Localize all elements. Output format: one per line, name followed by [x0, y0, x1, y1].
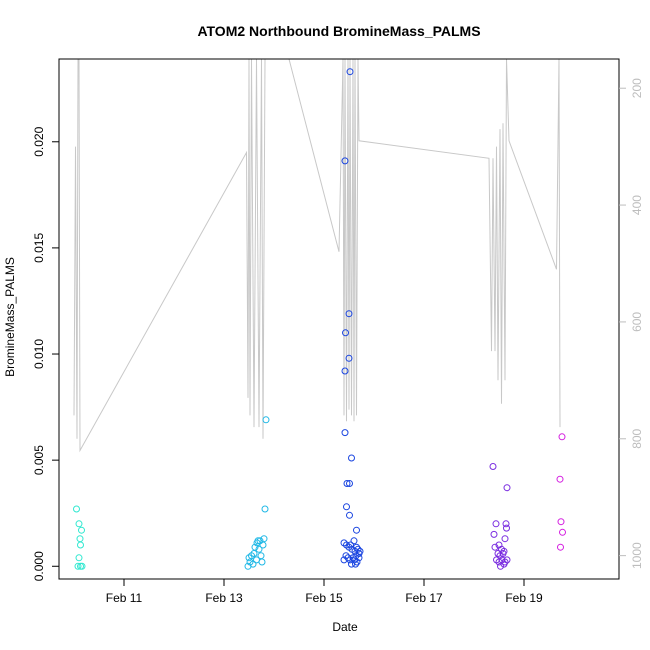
data-point: [503, 484, 511, 492]
data-point: [346, 511, 353, 519]
right-series-line: [73, 59, 561, 453]
data-point: [557, 543, 564, 551]
data-point: [260, 535, 268, 543]
x-tick-label: Feb 15: [305, 591, 343, 605]
x-tick-label: Feb 13: [205, 591, 243, 605]
right-y-tick-label: 800: [630, 428, 644, 448]
plot-area: Feb 11 Feb 13 Feb 15 Feb 17 Feb 19 0.000 0.005…: [32, 58, 644, 605]
data-point: [346, 480, 353, 487]
data-point: [492, 520, 500, 528]
data-point: [352, 560, 359, 568]
data-point: [494, 550, 502, 557]
data-point: [251, 543, 259, 551]
data-point: [558, 433, 566, 441]
data-point: [355, 554, 363, 562]
data-point: [500, 560, 508, 568]
data-point: [78, 562, 86, 570]
data-point: [353, 543, 360, 551]
right-y-tick-label: 400: [630, 195, 644, 215]
data-point: [356, 547, 364, 555]
data-point: [73, 505, 80, 513]
data-point: [340, 556, 348, 564]
y-tick-label: 0.010: [32, 339, 46, 369]
data-point: [503, 524, 510, 532]
data-point: [341, 429, 349, 437]
data-point: [76, 535, 84, 543]
data-point: [341, 367, 349, 375]
data-point: [254, 537, 262, 545]
data-point: [556, 475, 564, 483]
y-tick-label: 0.020: [32, 126, 46, 156]
data-point: [344, 554, 352, 562]
right-y-tick-label: 200: [630, 78, 644, 98]
data-point: [77, 541, 84, 549]
right-y-tick-label: 600: [630, 312, 644, 332]
data-point: [75, 520, 83, 528]
data-point: [354, 545, 362, 553]
data-point: [341, 157, 349, 165]
chart-title: ATOM2 Northbound BromineMass_PALMS: [197, 23, 480, 39]
right-y-tick-label: 1000: [630, 542, 644, 569]
data-point: [490, 530, 498, 538]
data-point: [343, 480, 351, 487]
data-point: [75, 554, 83, 562]
x-tick-label: Feb 19: [505, 591, 543, 605]
data-point: [353, 526, 360, 534]
data-point: [347, 541, 354, 549]
data-point: [348, 454, 355, 462]
data-point: [259, 541, 267, 549]
data-point: [501, 535, 509, 543]
data-point: [499, 550, 507, 557]
data-point: [350, 537, 358, 545]
data-point: [346, 68, 354, 76]
data-point: [74, 562, 82, 570]
y-tick-label: 0.015: [32, 233, 46, 263]
y-tick-label: 0.005: [32, 445, 46, 475]
data-point: [249, 560, 257, 568]
data-point: [262, 416, 270, 424]
data-point: [489, 463, 497, 470]
data-point: [491, 543, 499, 551]
data-point: [258, 558, 266, 566]
data-point: [345, 354, 353, 362]
data-point: [255, 545, 263, 553]
data-point: [257, 552, 265, 560]
y-tick-label: 0.000: [32, 551, 46, 581]
x-axis-label: Date: [332, 620, 358, 634]
data-point: [497, 562, 504, 570]
data-point: [343, 503, 350, 511]
data-point: [559, 528, 566, 536]
x-tick-label: Feb 17: [405, 591, 443, 605]
data-point: [502, 520, 510, 528]
data-point: [345, 310, 353, 318]
data-point: [78, 526, 85, 534]
data-point: [348, 560, 355, 568]
data-point: [342, 329, 349, 337]
data-point: [342, 552, 350, 560]
data-point: [261, 505, 269, 513]
y-axis-label: BromineMass_PALMS: [3, 257, 17, 377]
x-tick-label: Feb 11: [106, 591, 143, 605]
plot-frame: [58, 58, 620, 580]
data-point: [557, 518, 565, 526]
